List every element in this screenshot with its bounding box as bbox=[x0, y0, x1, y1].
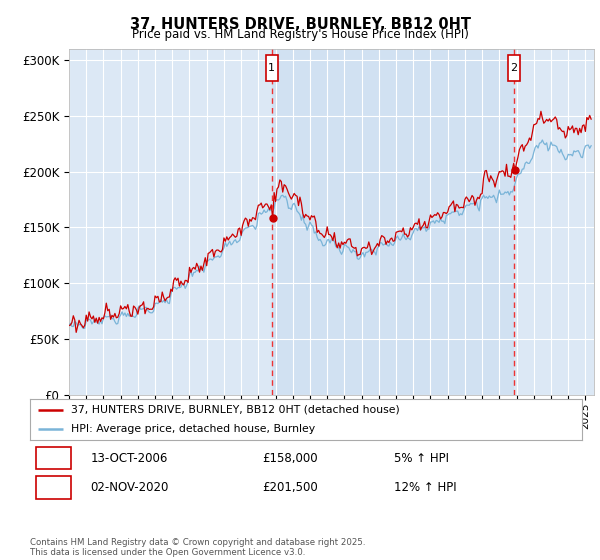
Text: 2: 2 bbox=[50, 481, 58, 494]
Text: 12% ↑ HPI: 12% ↑ HPI bbox=[394, 481, 457, 494]
Text: 02-NOV-2020: 02-NOV-2020 bbox=[91, 481, 169, 494]
Text: Price paid vs. HM Land Registry's House Price Index (HPI): Price paid vs. HM Land Registry's House … bbox=[131, 28, 469, 41]
FancyBboxPatch shape bbox=[35, 447, 71, 469]
Text: 1: 1 bbox=[268, 63, 275, 73]
FancyBboxPatch shape bbox=[266, 55, 278, 81]
Text: 37, HUNTERS DRIVE, BURNLEY, BB12 0HT: 37, HUNTERS DRIVE, BURNLEY, BB12 0HT bbox=[130, 17, 470, 32]
Text: 5% ↑ HPI: 5% ↑ HPI bbox=[394, 451, 449, 465]
Text: 2: 2 bbox=[510, 63, 517, 73]
Text: 13-OCT-2006: 13-OCT-2006 bbox=[91, 451, 168, 465]
Text: Contains HM Land Registry data © Crown copyright and database right 2025.
This d: Contains HM Land Registry data © Crown c… bbox=[30, 538, 365, 557]
FancyBboxPatch shape bbox=[35, 477, 71, 499]
Text: £158,000: £158,000 bbox=[262, 451, 317, 465]
Text: 1: 1 bbox=[50, 451, 58, 465]
Text: HPI: Average price, detached house, Burnley: HPI: Average price, detached house, Burn… bbox=[71, 424, 316, 434]
Text: 37, HUNTERS DRIVE, BURNLEY, BB12 0HT (detached house): 37, HUNTERS DRIVE, BURNLEY, BB12 0HT (de… bbox=[71, 405, 400, 415]
Text: £201,500: £201,500 bbox=[262, 481, 317, 494]
FancyBboxPatch shape bbox=[508, 55, 520, 81]
Bar bbox=[272, 49, 514, 395]
